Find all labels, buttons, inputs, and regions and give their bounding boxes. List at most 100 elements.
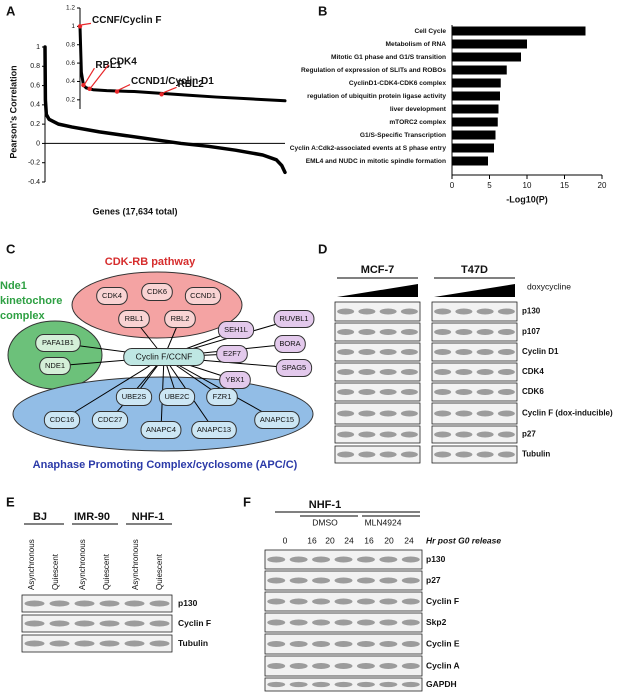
blot-strip — [334, 445, 421, 464]
band — [434, 329, 452, 335]
band — [267, 663, 286, 669]
band — [334, 681, 353, 688]
bar — [452, 78, 501, 88]
band — [24, 620, 45, 627]
node-label: RBL1 — [125, 314, 144, 323]
node — [274, 335, 306, 353]
band — [49, 620, 70, 627]
category-label: CyclinD1-CDK4-CDK6 complex — [349, 80, 446, 87]
band — [289, 619, 308, 626]
band — [312, 598, 331, 605]
band — [99, 600, 120, 607]
row-label: p27 — [522, 430, 536, 439]
band — [379, 681, 398, 688]
x-tick-label: 10 — [523, 181, 532, 190]
category-label: EML4 and NUDC in mitotic spindle formati… — [306, 158, 446, 165]
bar — [452, 104, 499, 114]
bar — [452, 156, 488, 166]
band — [149, 600, 170, 607]
node-label: E2F7 — [223, 349, 241, 358]
node — [115, 388, 153, 406]
node — [118, 310, 150, 328]
band — [379, 431, 397, 438]
node-label: UBE2C — [164, 392, 190, 401]
inset-y-tick-label: 1 — [71, 23, 75, 30]
node-label: ANAPC15 — [260, 415, 294, 424]
band — [497, 431, 515, 438]
node — [275, 359, 313, 377]
band — [289, 556, 308, 563]
row-label: Cyclin F (dox-inducible) — [522, 409, 613, 418]
band — [401, 598, 420, 605]
blot-strip — [334, 362, 421, 382]
band — [99, 620, 120, 627]
band — [337, 308, 355, 315]
category-label: Regulation of expression of SLITs and RO… — [301, 67, 446, 74]
band — [312, 641, 331, 647]
blot-strip — [334, 402, 421, 425]
node — [254, 411, 300, 429]
treatment-label: DMSO — [312, 517, 338, 527]
timepoint: 0 — [283, 535, 288, 545]
row-label: Cyclin F — [426, 596, 459, 606]
band — [124, 620, 145, 627]
band — [356, 641, 375, 647]
node-label: Cyclin F/CCNF — [136, 351, 193, 361]
band — [379, 389, 397, 395]
node-label: ANAPC4 — [146, 425, 176, 434]
band — [356, 598, 375, 605]
band — [434, 389, 452, 395]
band — [267, 641, 286, 647]
band — [379, 308, 397, 315]
y-axis-label: Pearson's Correlation — [8, 65, 18, 158]
blot-strip — [21, 634, 173, 653]
blot-strip — [334, 342, 421, 362]
row-label: Tubulin — [522, 450, 550, 459]
y-tick-label: 0.2 — [30, 121, 40, 128]
band — [476, 410, 494, 417]
blot-strip — [334, 322, 421, 342]
node-label: NDE1 — [45, 361, 65, 370]
band — [497, 308, 515, 315]
node — [273, 310, 315, 328]
timepoint-label: Hr post G0 release — [426, 535, 501, 545]
band — [476, 389, 494, 395]
band — [401, 641, 420, 647]
highlight-point — [77, 24, 83, 29]
band — [400, 329, 418, 335]
band — [334, 619, 353, 626]
band — [497, 349, 515, 355]
node — [96, 287, 128, 305]
inset-y-tick-label: 1.2 — [66, 5, 75, 12]
band — [455, 329, 473, 335]
lane-label: Asynchronous — [27, 539, 36, 590]
cell-line: IMR-90 — [74, 511, 110, 523]
cell-line: NHF-1 — [309, 499, 341, 511]
band — [497, 329, 515, 335]
node-label: PAFA1B1 — [42, 338, 74, 347]
band — [401, 681, 420, 688]
cdk-group — [71, 271, 243, 339]
highlight-point — [81, 82, 86, 88]
band — [267, 619, 286, 626]
band — [379, 369, 397, 375]
band — [334, 663, 353, 669]
band — [434, 369, 452, 375]
node-label: SPAG5 — [282, 363, 306, 372]
band — [455, 431, 473, 438]
data-line — [43, 45, 287, 175]
row-label: Tubulin — [178, 638, 208, 648]
band — [434, 431, 452, 438]
band — [476, 431, 494, 438]
panel-label: F — [243, 494, 251, 509]
lane-label: Quiescent — [102, 553, 111, 590]
bar — [452, 65, 507, 75]
lane-label: Asynchronous — [131, 539, 140, 590]
band — [312, 681, 331, 688]
timepoint: 20 — [325, 535, 335, 545]
band — [149, 620, 170, 627]
inset-y-tick-label: 0.2 — [66, 97, 75, 104]
treatment-label: MLN4924 — [365, 517, 402, 527]
band — [497, 451, 515, 458]
node — [140, 421, 182, 439]
